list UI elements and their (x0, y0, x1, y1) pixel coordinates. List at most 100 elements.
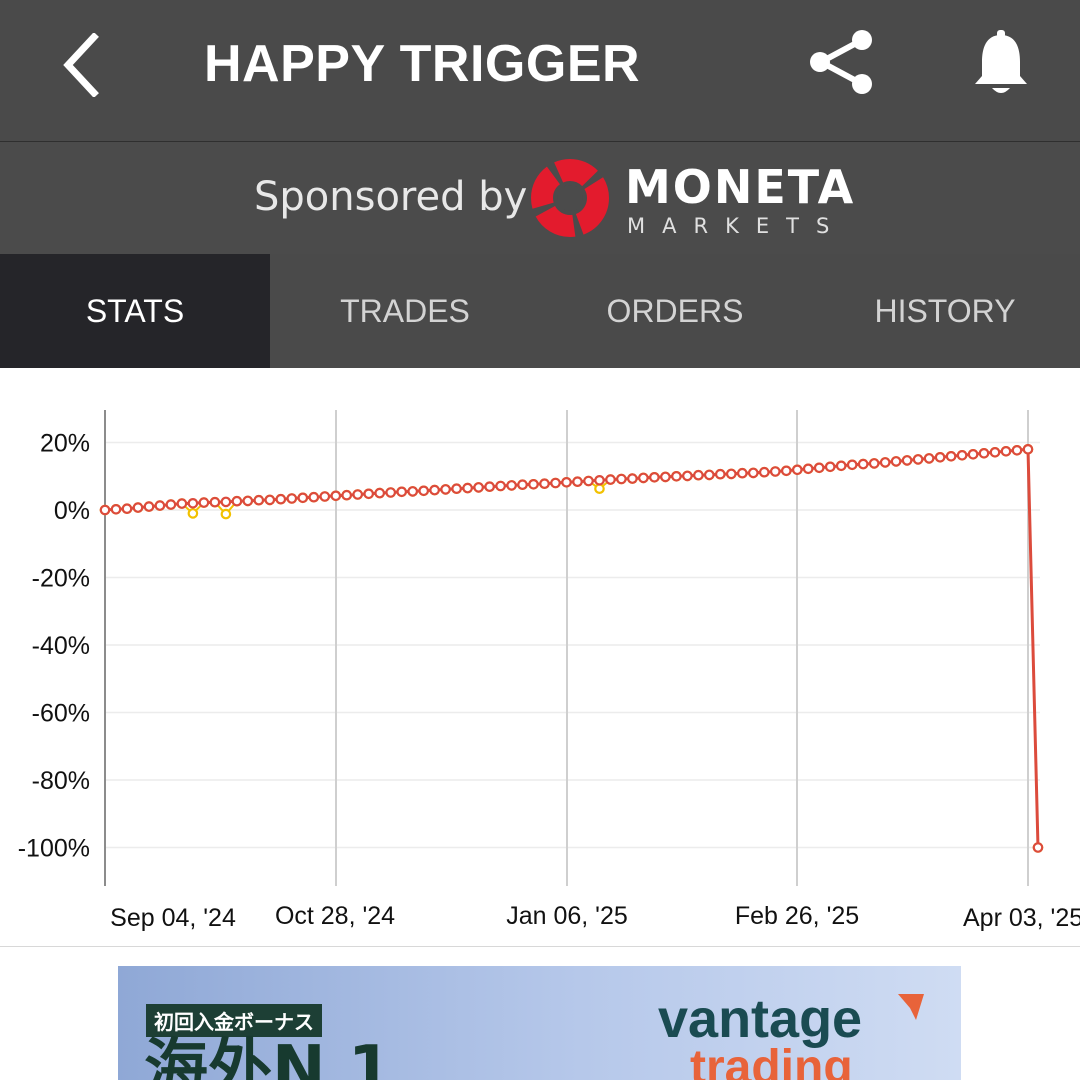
gain-series-point (550, 477, 561, 489)
tab-history[interactable]: HISTORY (874, 292, 1016, 329)
gain-series-point (934, 452, 946, 463)
ad-banner[interactable]: 初回入金ボーナス 海外N 1 vantage trading (118, 966, 961, 1080)
gain-series-point (231, 495, 243, 507)
gain-series-point (330, 490, 342, 502)
gain-series-point (923, 453, 935, 464)
gain-series-point (165, 499, 177, 510)
gain-series-point (121, 503, 133, 514)
x-tick-label: Jan 06, '25 (506, 902, 628, 930)
sponsor-brand-name: MONETA (625, 160, 856, 214)
gain-series-point (802, 463, 814, 475)
gain-series-point (813, 462, 825, 474)
gain-series-point (264, 494, 276, 506)
gain-series-point (616, 473, 627, 485)
gain-series-point (517, 479, 528, 490)
app-bar: HAPPY TRIGGER (0, 0, 1080, 142)
tab-stats[interactable]: STATS (0, 254, 270, 368)
gain-series-point (649, 472, 660, 483)
back-button[interactable] (52, 30, 112, 100)
gain-series-point (901, 455, 913, 466)
gain-series-point (791, 464, 803, 476)
x-tick-label: Sep 04, '24 (110, 904, 236, 932)
gain-series-point (418, 485, 429, 497)
ad-brand-subline: trading (690, 1041, 853, 1080)
gain-series-point (978, 448, 990, 459)
gain-series-point (1022, 444, 1034, 455)
notification-button[interactable] (968, 26, 1034, 102)
gain-series-point (956, 450, 968, 461)
tab-trades[interactable]: TRADES (340, 292, 470, 329)
gain-series-point (868, 458, 880, 469)
gain-series-point (484, 481, 495, 492)
growth-chart[interactable]: 20% 0% -20% -40% -60% -80% -100% Sep 04, '24 Oc… (0, 368, 1080, 946)
gain-series-point (319, 491, 331, 502)
sponsor-label: Sponsored by (254, 174, 528, 220)
gain-series-point (857, 458, 869, 470)
gain-series-point (352, 489, 363, 500)
sponsor-brand-subtitle: MARKETS (627, 214, 847, 238)
gain-series-point (242, 495, 254, 507)
gain-series-point (253, 494, 265, 506)
gain-series-point (1011, 445, 1023, 456)
tab-orders[interactable]: ORDERS (606, 292, 744, 329)
gain-series-point (154, 500, 166, 511)
gain-series-point (462, 482, 473, 494)
gain-series-point (594, 475, 605, 486)
tab-bar: STATS TRADES ORDERS HISTORY (0, 254, 1080, 368)
gain-series-point (736, 467, 748, 479)
gain-series-point (890, 456, 902, 467)
gain-series-point (297, 492, 309, 504)
gain-series-point (572, 476, 583, 487)
chevron-left-icon (63, 33, 99, 97)
gain-series-point (682, 470, 693, 482)
vantage-arrow-icon (898, 994, 924, 1020)
y-tick-label: -80% (32, 767, 90, 795)
equity-series-point (220, 508, 232, 520)
y-tick-label: -60% (32, 700, 90, 728)
x-tick-label: Feb 26, '25 (735, 902, 859, 930)
gain-series-point (605, 474, 616, 485)
gain-series-point (176, 498, 188, 509)
y-tick-label: -40% (32, 632, 90, 660)
gain-series-point (99, 504, 111, 516)
ad-badge: 初回入金ボーナス (146, 1004, 322, 1037)
gain-series-point (824, 461, 836, 473)
gain-series-point (561, 477, 572, 488)
equity-series-point (187, 508, 199, 519)
gain-series-point (660, 471, 671, 483)
gain-series-point (835, 460, 847, 472)
ad-headline: 海外N 1 (144, 1033, 393, 1080)
gain-series-line (104, 447, 1040, 848)
gain-series-point (693, 469, 704, 481)
gain-series-point (396, 486, 407, 498)
gain-series-point (780, 465, 792, 477)
gain-series-point (363, 488, 374, 500)
gain-series-point (714, 468, 726, 480)
y-tick-label: -20% (32, 565, 90, 593)
gain-series-point (627, 473, 638, 484)
gain-series-point (198, 497, 210, 508)
x-tick-label: Oct 28, '24 (275, 902, 395, 930)
share-button[interactable] (806, 26, 882, 102)
gain-series-point (506, 480, 517, 491)
gain-series-point (846, 459, 858, 471)
gain-series-point (275, 493, 287, 505)
gain-series-point (495, 480, 506, 492)
gain-series-point (110, 504, 122, 515)
ad-brand-name: vantage (658, 989, 863, 1049)
gain-series-point (440, 484, 451, 495)
gain-series-point (967, 449, 979, 460)
y-tick-label: 20% (40, 430, 90, 458)
gain-series-point (132, 502, 144, 513)
gain-series-point (725, 468, 737, 480)
y-tick-label: 0% (54, 497, 90, 525)
gain-series-point (528, 479, 539, 490)
gain-series-point (583, 475, 594, 487)
gain-series-point (473, 482, 484, 493)
equity-series-point (594, 483, 605, 494)
gain-series-point (671, 471, 682, 482)
gain-series-point (1032, 842, 1044, 853)
share-icon (810, 30, 872, 94)
growth-chart-panel: 20% 0% -20% -40% -60% -80% -100% Sep 04, '24 Oc… (0, 368, 1080, 947)
gain-series-point (385, 487, 396, 498)
